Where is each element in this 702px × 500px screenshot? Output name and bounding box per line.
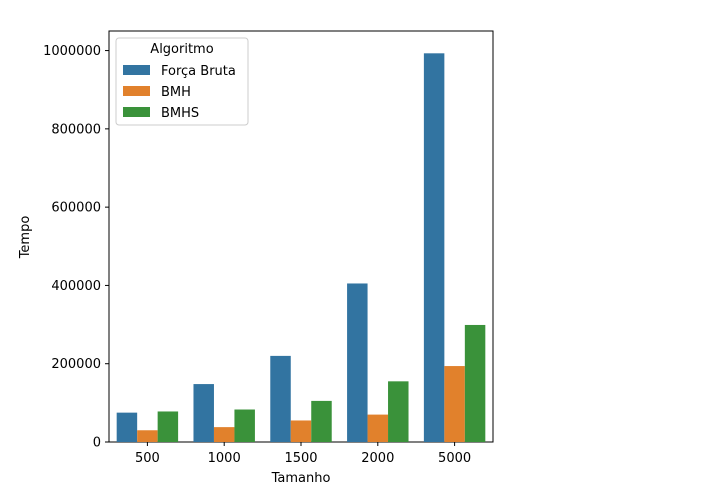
- legend-label: Força Bruta: [161, 64, 236, 79]
- y-tick-label: 200000: [51, 357, 101, 372]
- y-tick-label: 600000: [51, 201, 101, 216]
- legend-label: BMH: [161, 85, 191, 100]
- bar: [367, 414, 389, 442]
- x-tick-label: 500: [135, 451, 160, 466]
- bar: [213, 427, 235, 442]
- x-axis: 500 1000 1500 2000 5000: [135, 442, 471, 466]
- bar: [423, 53, 445, 443]
- y-axis-label: Tempo: [18, 216, 33, 260]
- legend: Algoritmo Força Bruta BMH BMHS: [115, 37, 249, 126]
- legend-title: Algoritmo: [150, 42, 213, 57]
- bar: [116, 412, 138, 442]
- bar: [234, 409, 255, 442]
- legend-swatch: [123, 86, 150, 96]
- bar: [193, 384, 214, 442]
- x-tick-label: 1500: [284, 451, 317, 466]
- legend-swatch: [123, 65, 150, 75]
- y-axis: 0 200000 400000 600000 800000 1000000: [43, 44, 109, 451]
- bar: [290, 420, 312, 442]
- bar: [137, 430, 158, 442]
- x-tick-label: 1000: [208, 451, 241, 466]
- x-tick-label: 2000: [361, 451, 394, 466]
- legend-box: [115, 37, 249, 126]
- bar: [388, 381, 409, 442]
- bar: [444, 366, 465, 442]
- bar: [464, 324, 486, 442]
- y-tick-label: 400000: [51, 279, 101, 294]
- bar: [157, 411, 179, 442]
- legend-label: BMHS: [161, 106, 199, 121]
- x-tick-label: 5000: [438, 451, 471, 466]
- y-tick-label: 800000: [51, 122, 101, 137]
- y-tick-label: 1000000: [43, 44, 101, 59]
- x-axis-label: Tamanho: [271, 471, 331, 486]
- legend-swatch: [123, 107, 150, 117]
- y-tick-label: 0: [93, 436, 101, 451]
- bars-group: [116, 53, 486, 443]
- bar: [347, 283, 368, 442]
- bar: [311, 400, 332, 442]
- bar: [270, 355, 291, 442]
